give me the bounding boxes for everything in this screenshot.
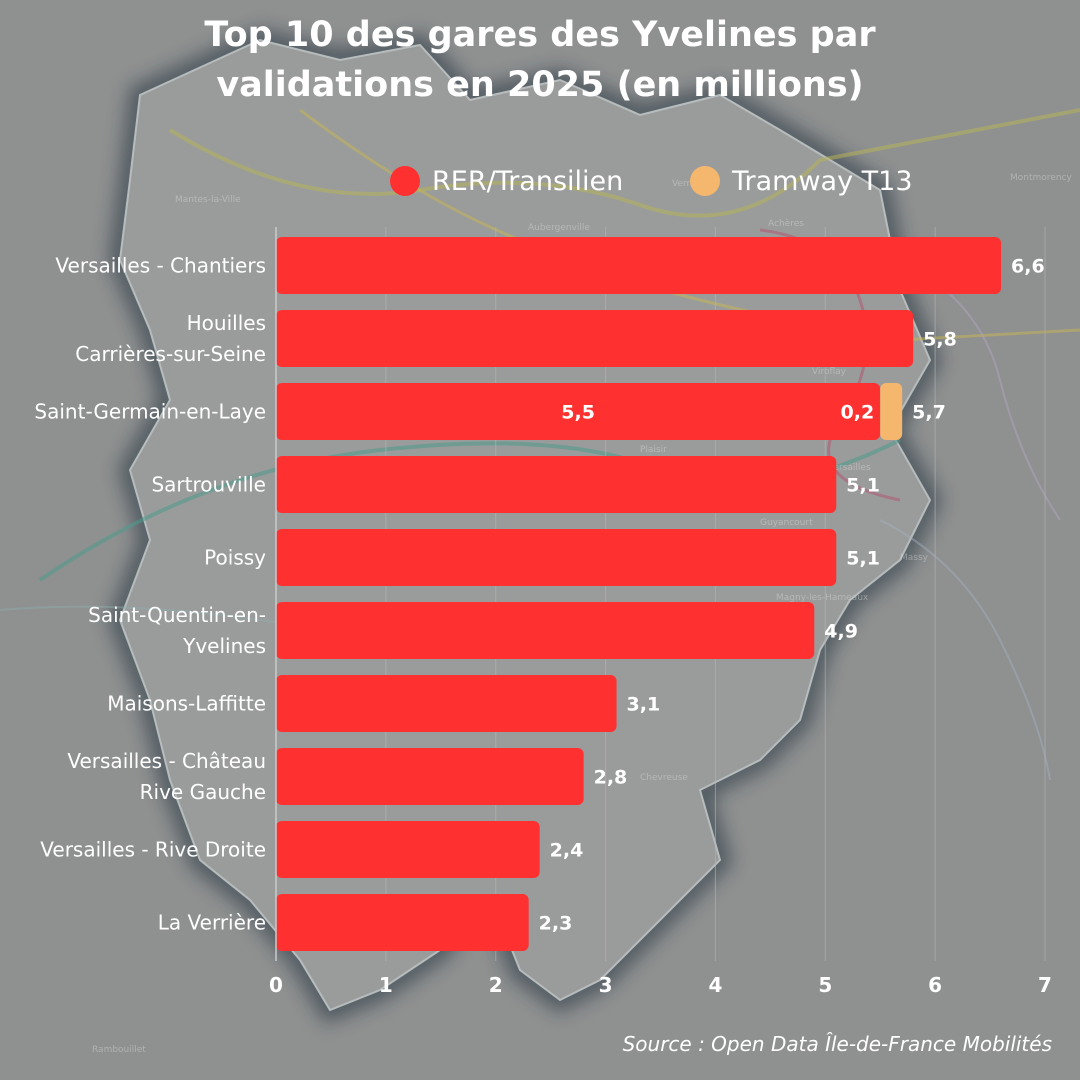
map-place-label: Magny-les-Hameaux [776, 593, 869, 603]
map-rail-line [168, 108, 1080, 218]
map-place-label: Plaisir [640, 445, 667, 455]
bar-rer-transilien [276, 894, 529, 951]
x-tick-label: 3 [599, 973, 613, 997]
total-value-label: 5,1 [846, 548, 880, 570]
x-tick-label: 0 [269, 973, 283, 997]
category-label: Maisons-Laffitte [107, 692, 266, 716]
x-tick-label: 1 [379, 973, 393, 997]
map-place-label: Rambouillet [92, 1045, 146, 1055]
axes: 0 1 2 3 4 5 6 7 Versailles - Chantiers Houilles Ca… [34, 227, 1052, 997]
map-place-label: Chevreuse [640, 773, 688, 783]
total-value-label: 3,1 [627, 694, 661, 716]
bar-rer-transilien [276, 748, 584, 805]
bar-rer-transilien [276, 529, 837, 586]
chart-title-line-2: validations en 2025 (en millions) [216, 65, 864, 105]
source-note: Source : Open Data Île-de-France Mobilit… [622, 1032, 1052, 1056]
legend-swatch-rer-transilien [390, 166, 420, 196]
chart-legend: RER/Transilien Tramway T13 [0, 160, 1080, 202]
total-value-label: 5,8 [923, 329, 957, 351]
x-tick-label: 5 [818, 973, 832, 997]
legend-swatch-tramway-t13 [690, 166, 720, 196]
map-place-label: Achères [768, 218, 804, 229]
category-label: Saint-Quentin-en- [88, 603, 266, 627]
bar-rer-transilien [276, 675, 617, 732]
bar-rer-transilien [276, 602, 815, 659]
legend-label-rer-transilien: RER/Transilien [432, 165, 624, 197]
map-place-label: Guyancourt [760, 518, 813, 528]
bar-rer-transilien [276, 310, 914, 367]
segment-value-label: 0,2 [841, 402, 875, 424]
bar-rer-transilien [276, 821, 540, 878]
bar-tramway-t13 [880, 383, 903, 440]
total-value-label: 2,8 [594, 767, 628, 789]
total-value-label: 5,7 [912, 402, 946, 424]
map-place-label: Mantes-la-Ville [175, 195, 241, 205]
category-label: Sartrouville [151, 473, 266, 497]
total-value-label: 2,3 [539, 913, 573, 935]
total-value-label: 4,9 [824, 621, 858, 643]
category-label: Houilles [187, 311, 266, 335]
legend-label-tramway-t13: Tramway T13 [732, 165, 913, 197]
map-place-label: Versailles [828, 463, 871, 473]
map-place-label: Montmorency [1010, 173, 1072, 183]
category-label: Saint-Germain-en-Laye [34, 400, 266, 424]
total-value-label: 2,4 [550, 840, 584, 862]
category-label: Rive Gauche [140, 780, 266, 804]
x-tick-label: 6 [928, 973, 942, 997]
legend-item-rer-transilien: RER/Transilien [390, 160, 623, 202]
bars [276, 237, 1002, 951]
total-value-label: 6,6 [1011, 256, 1045, 278]
category-label: Carrières-sur-Seine [75, 342, 266, 366]
category-label: Versailles - Château [67, 749, 266, 773]
legend-item-tramway-t13: Tramway T13 [690, 160, 913, 202]
category-label: Poissy [204, 546, 266, 570]
total-value-label: 5,1 [846, 475, 880, 497]
category-label: La Verrière [158, 911, 266, 935]
chart-title-line-1: Top 10 des gares des Yvelines par [204, 15, 876, 55]
map-place-label: Viroflay [812, 367, 847, 377]
chart-title: Top 10 des gares des Yvelines par valida… [0, 10, 1080, 110]
segment-value-label: 5,5 [561, 402, 595, 424]
bar-rer-transilien [276, 456, 837, 513]
map-rail-line [879, 519, 1051, 781]
category-label: Yvelines [182, 634, 266, 658]
bar-labels: 6,6 5,8 5,5 0,2 5,7 5,1 5,1 4,9 3,1 2,8 2,4 2,3 [539, 256, 1045, 935]
map-place-label: Aubergenville [528, 223, 590, 233]
category-label: Versailles - Rive Droite [40, 838, 266, 862]
bar-rer-transilien [276, 383, 881, 440]
bar-rer-transilien [276, 237, 1002, 294]
category-label: Versailles - Chantiers [55, 254, 266, 278]
x-tick-label: 4 [708, 973, 722, 997]
x-tick-label: 2 [489, 973, 503, 997]
map-place-label: Massy [900, 553, 929, 563]
x-tick-label: 7 [1038, 973, 1052, 997]
